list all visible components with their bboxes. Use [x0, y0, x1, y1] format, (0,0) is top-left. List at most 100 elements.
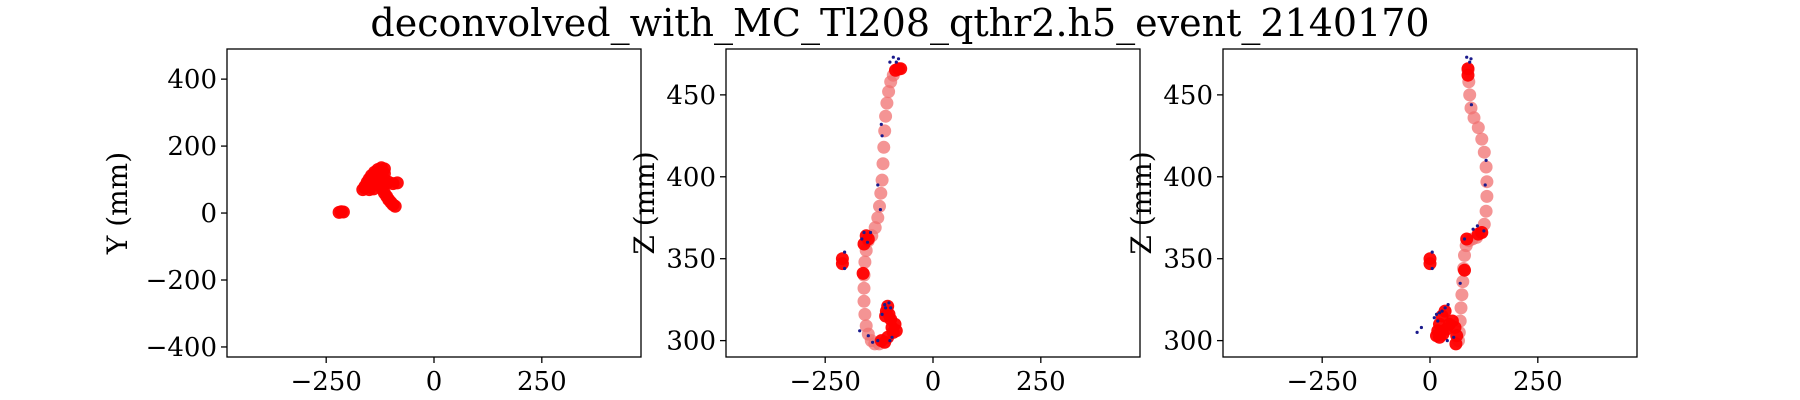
hit-point: [1468, 60, 1472, 64]
x-tick-label: 0: [426, 367, 443, 397]
hit-point: [876, 183, 880, 187]
track-point: [882, 85, 896, 99]
hit-point: [1469, 57, 1473, 61]
x-tick-label: 250: [517, 367, 567, 397]
hit-point: [879, 122, 883, 126]
series-faint: [1452, 63, 1494, 348]
hit-point: [1465, 55, 1469, 59]
markers: [835, 55, 908, 351]
y-tick-label: 400: [167, 65, 217, 95]
hit-point: [1452, 335, 1456, 339]
track-point: [1471, 121, 1485, 135]
hit-point: [884, 306, 888, 310]
track-point: [857, 294, 871, 308]
hit-point: [1440, 309, 1444, 313]
x-tick-label: 250: [1513, 367, 1563, 397]
hit-point: [1437, 311, 1442, 315]
hit-point: [1445, 339, 1449, 343]
axes-frame: [1222, 48, 1638, 358]
track-point: [1463, 88, 1477, 102]
y-tick-label: 0: [200, 199, 217, 229]
track-point: [1423, 257, 1437, 271]
hit-point: [1446, 303, 1450, 307]
y-tick-label: 400: [1163, 163, 1213, 193]
track-point: [388, 199, 402, 213]
hit-point: [1430, 266, 1434, 271]
track-point: [858, 255, 872, 269]
track-point: [871, 211, 885, 225]
y-tick-label: 350: [1163, 245, 1213, 275]
track-point: [880, 96, 894, 110]
hit-point: [1483, 183, 1487, 187]
hit-point: [1482, 229, 1486, 233]
track-point: [1480, 175, 1494, 189]
track-point: [336, 205, 350, 219]
hit-point: [858, 329, 862, 333]
hit-point: [883, 303, 887, 307]
track-point: [857, 281, 871, 295]
track-point: [1479, 160, 1493, 174]
track-point: [1467, 111, 1481, 125]
track-point: [878, 124, 892, 138]
hit-point: [843, 250, 847, 254]
hit-point: [865, 240, 870, 244]
hit-point: [1471, 227, 1475, 231]
hit-point: [894, 60, 898, 64]
hit-point: [888, 339, 892, 343]
track-point: [856, 266, 870, 280]
yz-projection-panel: −250 0 250 300 350 400 450 Z (mm): [1125, 48, 1638, 397]
figure-title: deconvolved_with_MC_Tl208_qthr2.h5_event…: [370, 1, 1429, 46]
x-tick-label: −250: [789, 367, 860, 397]
hit-point: [1462, 237, 1467, 241]
hit-point: [1469, 103, 1473, 107]
series-track: [332, 161, 404, 219]
track-point: [874, 186, 888, 200]
hit-point: [896, 57, 901, 61]
y-axis-label: Z (mm): [628, 151, 661, 254]
x-tick-label: 0: [925, 367, 942, 397]
track-point: [1458, 263, 1471, 277]
hit-point: [866, 334, 870, 338]
track-point: [1464, 101, 1478, 115]
markers: [1415, 55, 1494, 351]
hit-point: [868, 230, 873, 235]
track-point: [367, 182, 381, 196]
track-point: [889, 63, 902, 77]
track-point: [879, 109, 893, 123]
hit-point: [1436, 319, 1440, 323]
y-tick-label: 350: [666, 245, 716, 275]
xz-projection-panel: −250 0 250 300 350 400 450 Z (mm): [628, 48, 1141, 397]
series-hits: [843, 55, 901, 344]
track-point: [1477, 145, 1491, 159]
track-point: [1456, 275, 1470, 289]
track-point: [390, 176, 404, 190]
track-point: [1480, 189, 1494, 203]
y-tick-label: −200: [146, 266, 217, 296]
track-point: [1449, 337, 1463, 351]
hit-point: [860, 237, 864, 241]
y-tick-label: 300: [666, 327, 716, 357]
series-faint: [857, 63, 903, 351]
hit-point: [876, 339, 880, 343]
track-point: [875, 173, 889, 187]
track-point: [1460, 232, 1474, 246]
series-track: [835, 62, 908, 349]
hit-point: [887, 301, 891, 305]
xy-projection-panel: −250 0 250 −400 −200 0 200 400 Y (mm): [101, 48, 642, 397]
track-point: [858, 307, 872, 321]
track-point: [1479, 204, 1493, 218]
track-point: [1455, 288, 1469, 302]
y-tick-label: 400: [666, 163, 716, 193]
markers: [332, 161, 404, 219]
y-tick-label: −400: [146, 333, 217, 363]
y-axis-label: Y (mm): [101, 152, 134, 255]
y-tick-label: 300: [1163, 327, 1213, 357]
hit-point: [1484, 158, 1488, 162]
axes-frame: [725, 48, 1141, 358]
track-point: [1458, 248, 1471, 262]
y-axis-label: Z (mm): [1125, 151, 1158, 254]
hit-point: [1430, 250, 1434, 254]
hit-point: [1419, 325, 1423, 330]
track-point: [857, 237, 871, 251]
